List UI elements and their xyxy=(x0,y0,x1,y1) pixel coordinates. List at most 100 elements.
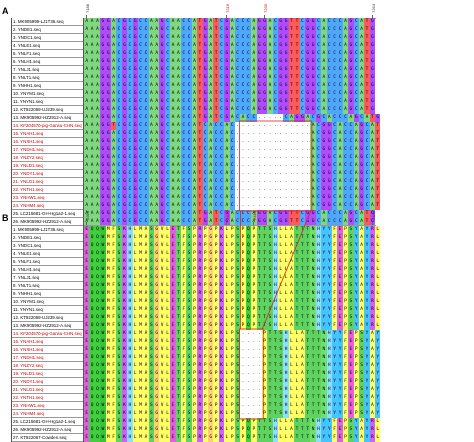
residue-cell: S xyxy=(148,386,155,394)
residue-cell: F xyxy=(181,370,187,378)
residue-cell: G xyxy=(256,90,262,98)
residue-cell: F xyxy=(181,322,187,330)
residue-cell: A xyxy=(89,42,95,50)
residue-cell: T xyxy=(175,330,182,338)
residue-cell: A xyxy=(342,82,349,90)
residue-cell: P xyxy=(202,266,208,274)
residue-cell: A xyxy=(321,58,327,66)
residue-cell: G xyxy=(100,170,106,178)
residue-cell: T xyxy=(305,394,311,402)
residue-cell: C xyxy=(213,146,219,154)
residue-cell: C xyxy=(186,170,192,178)
residue-cell: F xyxy=(331,266,338,274)
residue-cell: A xyxy=(170,98,176,106)
residue-cell: T xyxy=(175,282,182,290)
residue-cell: C xyxy=(331,50,338,58)
residue-cell: C xyxy=(240,106,246,114)
residue-cell: A xyxy=(170,162,176,170)
residue-cell: F xyxy=(110,402,117,410)
residue-cell: C xyxy=(186,210,192,218)
residue-cell: P xyxy=(191,258,198,266)
residue-cell: G xyxy=(261,50,268,58)
residue-cell: C xyxy=(186,162,192,170)
residue-cell: G xyxy=(283,98,289,106)
residue-cell: A xyxy=(110,58,117,66)
residue-cell: T xyxy=(294,90,300,98)
residue-cell: G xyxy=(207,346,214,354)
residue-cell: T xyxy=(197,98,203,106)
residue-cell: C xyxy=(181,138,187,146)
residue-cell: A xyxy=(84,146,90,154)
residue-cell: G xyxy=(121,74,128,82)
residue-cell: F xyxy=(181,338,187,346)
residue-cell: S xyxy=(234,322,241,330)
residue-cell: S xyxy=(186,410,192,418)
residue-cell: P xyxy=(342,322,349,330)
residue-cell: L xyxy=(164,226,171,234)
residue-cell: C xyxy=(337,58,343,66)
residue-cell: C xyxy=(337,90,343,98)
residue-cell: F xyxy=(110,338,117,346)
residue-cell: A xyxy=(94,42,101,50)
residue-cell: C xyxy=(331,138,338,146)
residue-cell: C xyxy=(337,114,343,122)
residue-cell: S xyxy=(234,362,241,370)
residue-cell: G xyxy=(132,26,138,34)
residue-cell: G xyxy=(207,394,214,402)
residue-cell: C xyxy=(326,106,332,114)
residue-cell: H xyxy=(283,402,289,410)
residue-cell: C xyxy=(116,90,122,98)
residue-cell: P xyxy=(342,242,349,250)
residue-cell: A xyxy=(175,170,182,178)
residue-cell: Q xyxy=(245,242,252,250)
residue-cell: G xyxy=(202,26,208,34)
residue-cell: A xyxy=(154,34,160,42)
residue-cell: A xyxy=(175,162,182,170)
residue-cell: Y xyxy=(353,234,359,242)
residue-cell: C xyxy=(213,202,219,210)
residue-cell: A xyxy=(175,98,182,106)
residue-cell: G xyxy=(278,34,284,42)
residue-cell: G xyxy=(132,34,138,42)
residue-cell: H xyxy=(127,290,133,298)
residue-cell: G xyxy=(154,314,160,322)
residue-cell: G xyxy=(159,162,165,170)
residue-cell: P xyxy=(240,234,246,242)
residue-cell: A xyxy=(110,202,117,210)
residue-cell: S xyxy=(186,354,192,362)
residue-cell: C xyxy=(143,178,149,186)
residue-cell: Q xyxy=(245,306,252,314)
residue-cell: Y xyxy=(321,314,327,322)
residue-cell: C xyxy=(342,178,349,186)
residue-cell: A xyxy=(148,98,155,106)
residue-cell: C xyxy=(186,74,192,82)
residue-cell: G xyxy=(121,138,128,146)
residue-cell: A xyxy=(89,82,95,90)
residue-cell: C xyxy=(315,162,322,170)
residue-cell: H xyxy=(127,242,133,250)
residue-cell: A xyxy=(175,218,182,226)
residue-cell: G xyxy=(358,186,365,194)
residue-cell: L xyxy=(132,306,138,314)
residue-cell: F xyxy=(181,386,187,394)
residue-cell: S xyxy=(116,306,122,314)
residue-cell: T xyxy=(364,90,370,98)
residue-cell: G xyxy=(132,106,138,114)
residue-cell: T xyxy=(256,306,262,314)
residue-cell: G xyxy=(100,218,106,226)
residue-cell: C xyxy=(116,50,122,58)
residue-cell: A xyxy=(84,66,90,74)
gap-cell: . xyxy=(234,178,241,186)
residue-cell: A xyxy=(321,42,327,50)
residue-cell: C xyxy=(213,138,219,146)
residue-cell: C xyxy=(272,74,279,82)
residue-cell: C xyxy=(245,50,252,58)
residue-cell: T xyxy=(256,314,262,322)
residue-cell: C xyxy=(229,130,235,138)
residue-cell: A xyxy=(267,74,273,82)
residue-cell: P xyxy=(251,242,257,250)
residue-cell: A xyxy=(175,146,182,154)
